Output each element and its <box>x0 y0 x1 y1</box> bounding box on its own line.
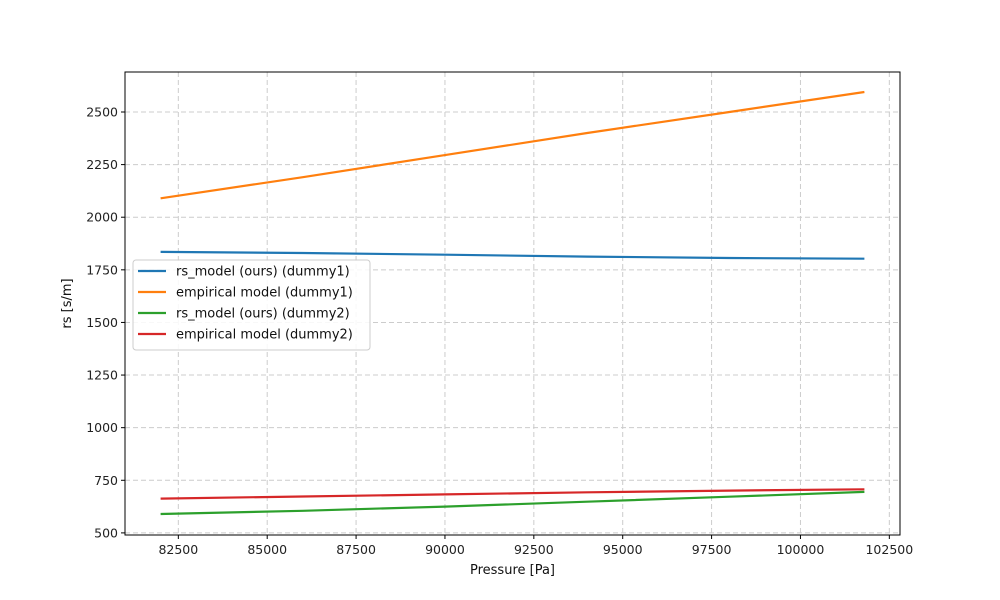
x-axis-ticks: 82500 85000 87500 90000 92500 95000 97500 10000… <box>158 535 913 557</box>
y-tick-label: 750 <box>94 473 118 488</box>
y-tick-label: 2500 <box>86 104 118 119</box>
x-tick-label: 87500 <box>336 542 376 557</box>
y-tick-label: 2000 <box>86 210 118 225</box>
x-tick-label: 92500 <box>514 542 554 557</box>
series-line-3 <box>160 490 865 516</box>
legend: rs_model (ours) (dummy1) empirical model … <box>132 259 371 351</box>
x-tick-label: 82500 <box>158 542 198 557</box>
grid <box>125 72 900 535</box>
y-tick-label: 500 <box>94 525 118 540</box>
legend-box <box>132 259 371 351</box>
y-tick-label: 1250 <box>86 368 118 383</box>
x-tick-label: 100000 <box>777 542 825 557</box>
x-tick-label: 102500 <box>865 542 913 557</box>
legend-entry-2: empirical model (dummy1) <box>176 286 353 301</box>
x-tick-label: 97500 <box>692 542 732 557</box>
series-line-1 <box>160 250 865 260</box>
y-tick-label: 1000 <box>86 420 118 435</box>
y-tick-label: 1750 <box>86 262 118 277</box>
y-tick-label: 1500 <box>86 315 118 330</box>
series-line-2 <box>160 90 865 200</box>
series-line-4 <box>160 488 865 500</box>
x-tick-label: 85000 <box>247 542 287 557</box>
legend-entry-1: rs_model (ours) (dummy1) <box>176 265 350 280</box>
plot-frame <box>124 71 901 536</box>
y-axis-label: rs [s/m] <box>60 278 75 328</box>
y-axis-ticks: 500 750 1000 1250 1500 1750 2000 2250 2500 <box>86 104 125 540</box>
legend-entry-3: rs_model (ours) (dummy2) <box>176 307 350 322</box>
series-lines <box>160 90 865 516</box>
x-tick-label: 95000 <box>603 542 643 557</box>
x-axis-label: Pressure [Pa] <box>470 563 555 578</box>
legend-entry-4: empirical model (dummy2) <box>176 328 353 343</box>
x-tick-label: 90000 <box>425 542 465 557</box>
y-tick-label: 2250 <box>86 157 118 172</box>
